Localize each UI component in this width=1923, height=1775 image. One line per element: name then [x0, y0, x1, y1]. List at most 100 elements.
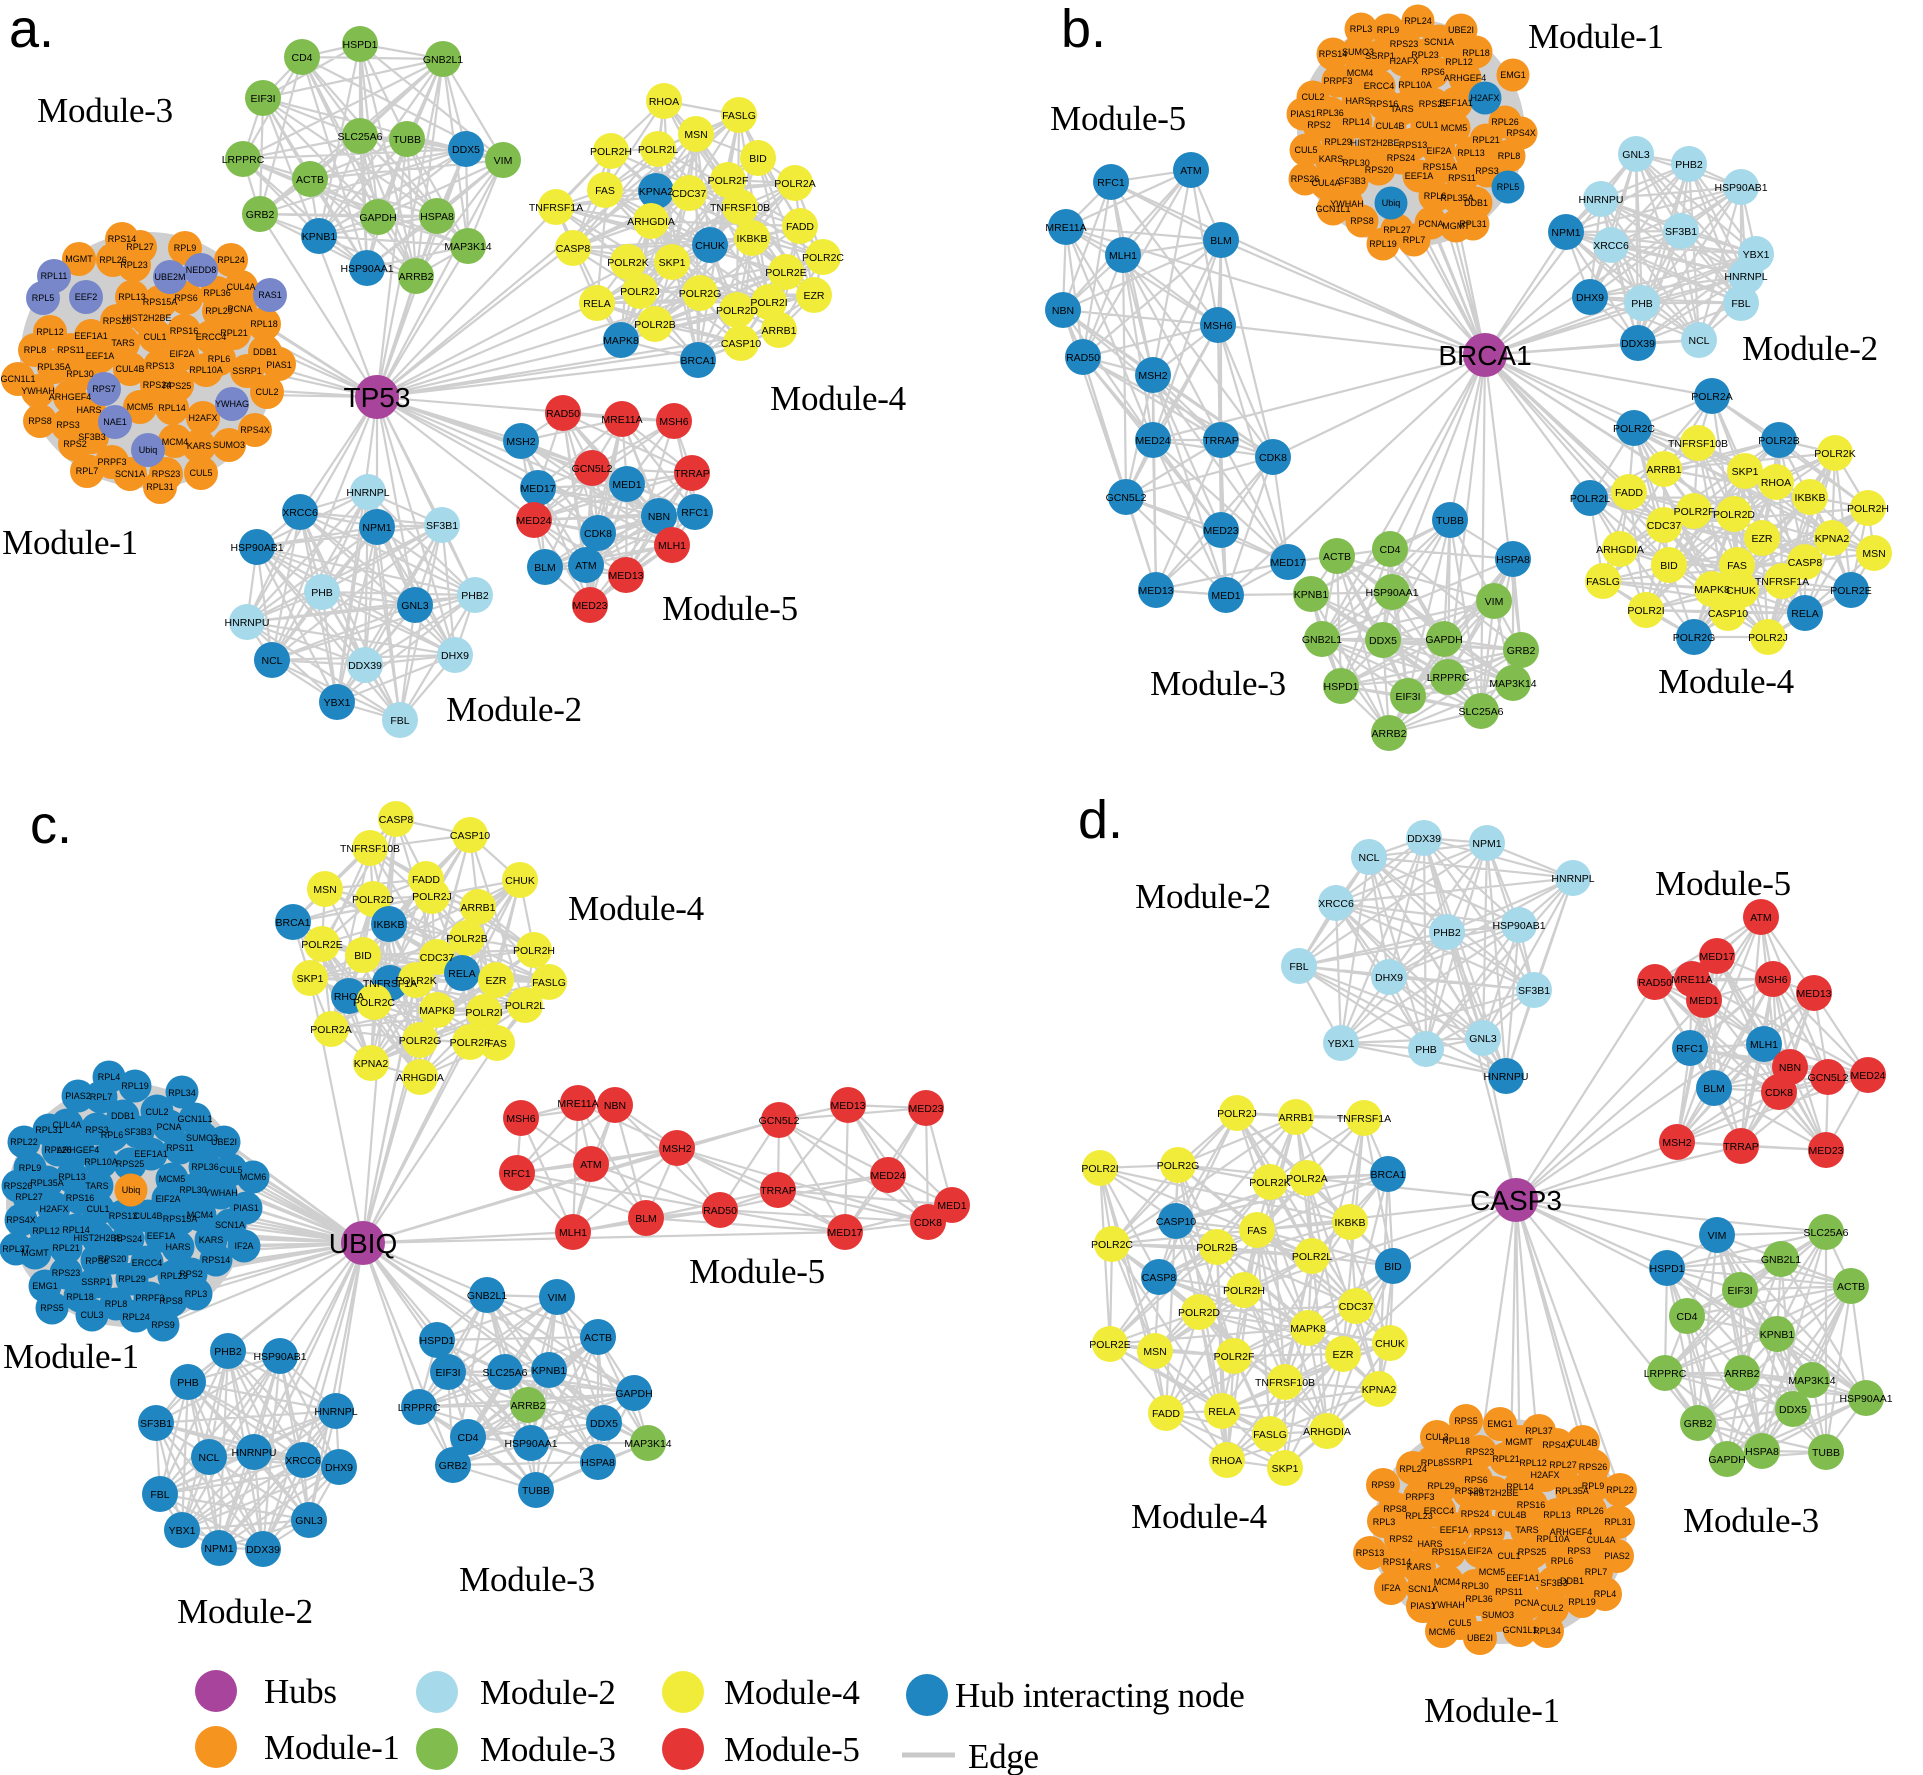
svg-text:ATM: ATM [1180, 165, 1201, 177]
svg-text:HNRNPU: HNRNPU [232, 1447, 277, 1459]
svg-text:RPL29: RPL29 [1427, 1481, 1455, 1491]
svg-text:SF3B3: SF3B3 [1338, 176, 1366, 186]
svg-text:LRPPRC: LRPPRC [1644, 1368, 1687, 1380]
svg-text:TNFRSF1A: TNFRSF1A [363, 978, 417, 990]
svg-text:LRPPRC: LRPPRC [1427, 672, 1470, 684]
svg-text:RPS14: RPS14 [108, 234, 137, 244]
svg-text:MED24: MED24 [1850, 1070, 1885, 1082]
svg-text:GNB2L1: GNB2L1 [1302, 634, 1342, 646]
svg-text:ARRB1: ARRB1 [1646, 464, 1681, 476]
svg-text:CUL1: CUL1 [1415, 120, 1438, 130]
svg-text:RPS11: RPS11 [1495, 1587, 1523, 1597]
svg-text:RPS25: RPS25 [1419, 99, 1448, 109]
svg-text:SF3B3: SF3B3 [124, 1127, 152, 1137]
svg-text:TARS: TARS [85, 1181, 108, 1191]
svg-text:KARS: KARS [1319, 154, 1344, 164]
svg-text:FADD: FADD [786, 221, 814, 233]
svg-text:BID: BID [1660, 560, 1678, 572]
svg-text:MLH1: MLH1 [658, 540, 686, 552]
svg-text:RPS4X: RPS4X [240, 425, 270, 435]
svg-text:SCN1A: SCN1A [1408, 1584, 1438, 1594]
svg-text:IKBKB: IKBKB [374, 919, 405, 931]
svg-text:EEF1A: EEF1A [86, 351, 115, 361]
svg-text:BRCA1: BRCA1 [1370, 1169, 1405, 1181]
svg-text:MSN: MSN [684, 129, 707, 141]
svg-text:IF2A: IF2A [1381, 1583, 1400, 1593]
svg-text:HSP90AA1: HSP90AA1 [1839, 1393, 1892, 1405]
svg-text:PHB2: PHB2 [214, 1346, 242, 1358]
svg-text:KPNA2: KPNA2 [639, 186, 674, 198]
svg-text:RPS13: RPS13 [1399, 140, 1428, 150]
svg-text:EMG1: EMG1 [1487, 1419, 1513, 1429]
svg-text:ATM: ATM [575, 560, 596, 572]
svg-text:FBL: FBL [390, 715, 409, 727]
svg-text:d.: d. [1078, 790, 1123, 850]
svg-text:RPL3: RPL3 [1350, 24, 1373, 34]
svg-text:MED24: MED24 [1135, 435, 1170, 447]
svg-text:RPS6: RPS6 [174, 293, 198, 303]
svg-text:MED17: MED17 [1270, 557, 1305, 569]
svg-text:RPS14: RPS14 [202, 1255, 231, 1265]
svg-text:TUBB: TUBB [1436, 515, 1464, 527]
svg-text:CASP10: CASP10 [1156, 1216, 1196, 1228]
svg-text:POLR2I: POLR2I [1081, 1163, 1118, 1175]
svg-text:CUL1: CUL1 [143, 332, 166, 342]
svg-text:PIAS1: PIAS1 [1410, 1601, 1436, 1611]
svg-text:EMG1: EMG1 [32, 1281, 58, 1291]
svg-text:MED23: MED23 [572, 600, 607, 612]
svg-text:RPL13: RPL13 [118, 292, 146, 302]
svg-text:RPL6: RPL6 [1424, 191, 1447, 201]
svg-text:RPS9: RPS9 [151, 1320, 175, 1330]
svg-text:KARS: KARS [1407, 1562, 1432, 1572]
svg-text:KPNA2: KPNA2 [1815, 533, 1850, 545]
svg-text:RPS8: RPS8 [159, 1296, 183, 1306]
svg-text:RPL23: RPL23 [120, 260, 148, 270]
svg-text:Module-4: Module-4 [1658, 662, 1794, 701]
svg-text:RPL14: RPL14 [1342, 117, 1370, 127]
svg-text:CUL5: CUL5 [1294, 145, 1317, 155]
svg-text:POLR2K: POLR2K [1814, 448, 1855, 460]
svg-text:RPS24: RPS24 [114, 1234, 143, 1244]
svg-text:RPL10A: RPL10A [84, 1157, 118, 1167]
svg-text:HIST2H2BE: HIST2H2BE [73, 1233, 122, 1243]
svg-text:EEF2: EEF2 [75, 292, 98, 302]
svg-text:GAPDH: GAPDH [359, 212, 396, 224]
svg-text:POLR2G: POLR2G [1157, 1160, 1200, 1172]
svg-text:SKP1: SKP1 [659, 257, 686, 269]
svg-text:TUBB: TUBB [393, 134, 421, 146]
svg-text:NBN: NBN [604, 1100, 626, 1112]
svg-text:RPL23: RPL23 [1411, 50, 1439, 60]
svg-text:POLR2B: POLR2B [634, 319, 675, 331]
svg-text:EEF1A1: EEF1A1 [134, 1149, 168, 1159]
svg-text:RPS26: RPS26 [1291, 174, 1320, 184]
svg-text:DHX9: DHX9 [441, 650, 469, 662]
svg-text:FAS: FAS [1247, 1225, 1267, 1237]
svg-text:POLR2L: POLR2L [1292, 1251, 1332, 1263]
svg-text:KPNA2: KPNA2 [1362, 1384, 1397, 1396]
svg-text:MED1: MED1 [612, 479, 641, 491]
svg-text:ACTB: ACTB [1323, 551, 1351, 563]
svg-text:RPL26: RPL26 [44, 1145, 72, 1155]
svg-text:RAD50: RAD50 [1638, 977, 1672, 989]
svg-text:MSN: MSN [313, 884, 336, 896]
svg-text:HSP90AB1: HSP90AB1 [253, 1351, 306, 1363]
svg-text:RPL10A: RPL10A [1536, 1534, 1570, 1544]
svg-text:RPL34: RPL34 [1533, 1626, 1561, 1636]
svg-text:HARS: HARS [76, 405, 101, 415]
svg-text:POLR2J: POLR2J [620, 286, 660, 298]
svg-text:RPS4X: RPS4X [1542, 1440, 1572, 1450]
svg-text:RPS16: RPS16 [66, 1193, 95, 1203]
svg-text:DHX9: DHX9 [325, 1462, 353, 1474]
svg-text:Module-3: Module-3 [480, 1730, 616, 1769]
svg-text:POLR2A: POLR2A [1691, 391, 1732, 403]
svg-text:RPL34: RPL34 [168, 1088, 196, 1098]
svg-text:HSP90AA1: HSP90AA1 [340, 263, 393, 275]
svg-text:b.: b. [1061, 0, 1106, 59]
svg-text:YWHAH: YWHAH [204, 1188, 238, 1198]
svg-text:FAS: FAS [487, 1038, 507, 1050]
svg-text:MAPK8: MAPK8 [1694, 584, 1730, 596]
svg-text:RPL36: RPL36 [1465, 1594, 1493, 1604]
svg-text:RPS24: RPS24 [143, 380, 172, 390]
svg-text:RPL27: RPL27 [1549, 1460, 1577, 1470]
svg-text:ARHGDIA: ARHGDIA [396, 1072, 444, 1084]
